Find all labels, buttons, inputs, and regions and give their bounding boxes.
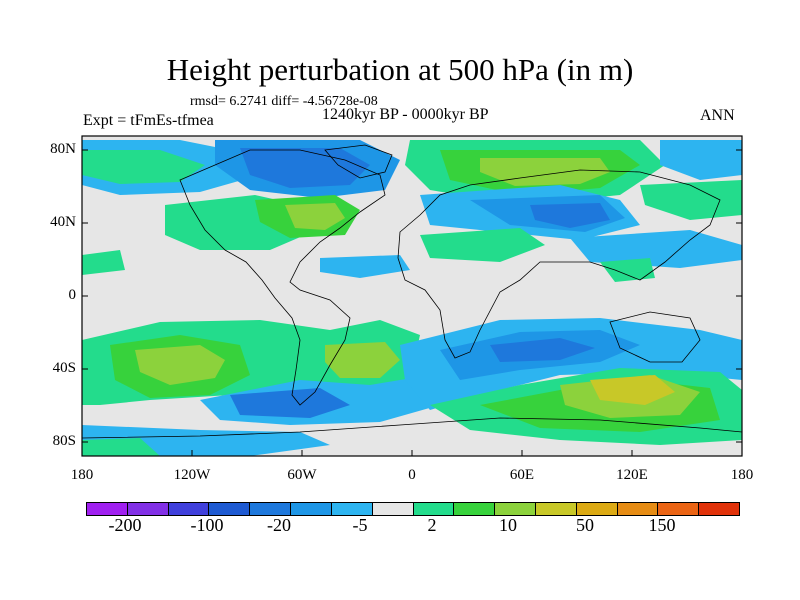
colorbar-swatch [454,503,496,515]
lon-label: 120W [173,467,211,483]
contour-region [420,228,545,262]
australia-coastline [609,311,701,363]
colorbar-label: -100 [190,515,224,535]
colorbar-label: 10 [499,515,517,535]
colorbar-swatch [87,503,128,515]
contour-region [82,150,205,184]
contour-region [320,255,410,278]
lat-label: 0 [68,287,77,303]
contour-region [82,250,125,275]
lon-label: 180 [70,467,94,483]
lat-label: 80S [52,433,76,449]
map-title: Height perturbation at 500 hPa (in m) [166,52,634,87]
coastlines [82,144,742,439]
colorbar-swatch [576,503,618,515]
antarctica-coastline [82,417,742,439]
period-subtitle: 1240kyr BP - 0000kyr BP [322,106,489,123]
colorbar-swatch [413,503,455,515]
lon-label: 60E [509,467,535,483]
contour-region [490,338,595,362]
contour-region [530,203,610,228]
eurasia-africa-coastline [397,169,721,359]
colorbar-swatch [331,503,373,515]
colorbar-swatch [535,503,577,515]
colorbar-swatch [495,503,536,515]
colorbar-swatch [209,503,251,515]
colorbar-swatch [291,503,332,515]
lon-label: 180 [730,467,754,483]
axis-ticks [81,149,743,456]
colorbar-label: 150 [648,515,676,535]
contour-region [600,258,655,282]
contour-region [82,438,160,456]
colorbar-swatch [658,503,700,515]
colorbar-swatch [617,503,659,515]
contour-field [82,140,742,456]
colorbar-swatch [250,503,292,515]
lat-label: 40N [50,214,76,230]
colorbar-label: -200 [108,515,142,535]
americas-coastline [179,149,386,406]
lat-label: 80N [50,141,76,157]
colorbar-swatch [127,503,169,515]
colorbar-swatch [372,503,414,515]
contour-region [640,180,742,220]
contour-region [135,345,225,385]
colorbar-swatch [168,503,210,515]
contour-region [285,203,345,230]
colorbar-label: 2 [427,515,437,535]
contour-region [570,230,742,268]
stats-subtitle: rmsd= 6.2741 diff= -4.56728e-08 [190,94,378,109]
contour-region [660,140,742,180]
greenland-coastline [324,144,393,179]
contour-region [325,342,400,378]
colorbar [86,502,740,516]
contour-region [230,388,350,418]
lon-label: 0 [408,467,416,483]
lon-label: 60W [287,467,317,483]
lon-label: 120E [616,467,648,483]
contour-region [590,375,675,405]
colorbar-label: 50 [576,515,594,535]
experiment-label: Expt = tFmEs-tfmea [83,112,214,129]
colorbar-label: -20 [267,515,291,535]
season-label: ANN [700,107,735,124]
lat-label: 40S [52,360,76,376]
colorbar-label: -5 [352,515,368,535]
colorbar-swatch [699,503,739,515]
